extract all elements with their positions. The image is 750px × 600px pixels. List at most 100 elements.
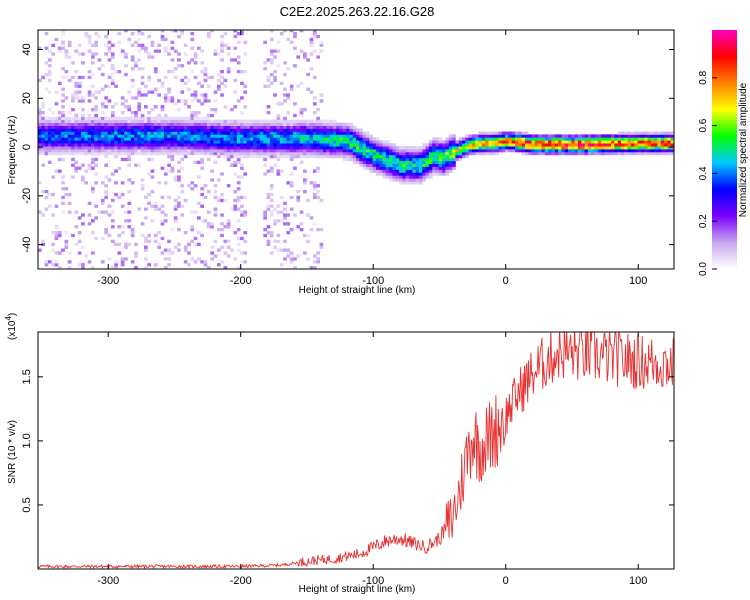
spectrogram-cell: [289, 125, 294, 129]
spectrogram-cell: [276, 154, 281, 159]
spectrogram-cell: [452, 166, 456, 170]
spectrogram-cell: [130, 137, 135, 141]
spectrogram-cell: [283, 213, 287, 217]
spectrogram-cell: [190, 181, 195, 185]
spectrogram-cell: [177, 228, 181, 232]
spectrogram-cell: [57, 266, 62, 269]
spectrogram-cell: [203, 260, 208, 264]
spectrogram-cell: [213, 254, 218, 258]
spectrogram-cell: [409, 178, 413, 182]
spectrogram-cell: [352, 151, 357, 156]
spectrogram-cell: [233, 134, 238, 138]
spectrogram-cell: [250, 143, 254, 147]
spectrogram-cell: [266, 75, 271, 80]
spectrogram-cell: [193, 125, 198, 129]
spectrogram-cell: [312, 254, 317, 258]
spectrogram-cell: [233, 154, 238, 159]
spectrogram-cell: [120, 119, 125, 123]
spectrogram-cell: [38, 116, 42, 121]
spectrogram-cell: [213, 119, 218, 123]
spectrogram-cell: [104, 119, 108, 123]
spectrogram-cell: [67, 128, 72, 132]
spectrogram-cell: [91, 134, 95, 138]
spectrogram-cell: [180, 184, 185, 188]
spectrogram-cell: [452, 157, 456, 162]
spectrogram-cell: [399, 154, 403, 159]
spectrogram-cell: [657, 149, 662, 153]
spectrogram-cell: [306, 257, 310, 261]
spectrogram-cell: [124, 125, 128, 129]
spectrogram-cell: [240, 70, 244, 74]
spectrogram-cell: [293, 32, 297, 36]
spectrogram-cell: [369, 151, 373, 156]
spectrogram-cell: [568, 134, 572, 138]
spectrogram-cell: [54, 260, 59, 264]
spectrogram-cell: [223, 251, 228, 255]
spectrogram-cell: [91, 149, 95, 153]
spectrogram-cell: [150, 146, 155, 150]
spectrogram-cell: [81, 99, 85, 103]
spectrogram-cell: [428, 151, 433, 156]
spectrogram-cell: [170, 119, 175, 123]
spectrogram-cell: [293, 146, 297, 150]
spectrogram-cell: [621, 146, 625, 150]
spectrogram-cell: [312, 122, 317, 126]
spectrogram-cell: [77, 52, 82, 56]
spectrogram-cell: [664, 134, 668, 138]
spectrogram-cell: [44, 116, 49, 121]
spectrogram-cell: [395, 166, 400, 170]
spectrogram-cell: [230, 163, 234, 167]
spectrogram-cell: [551, 140, 556, 144]
spectrogram-cell: [220, 122, 224, 126]
spectrogram-cell: [303, 154, 307, 159]
snr-series-line: [38, 332, 674, 569]
spectrogram-cell: [243, 84, 248, 88]
spectrogram-cell: [365, 151, 370, 156]
spectrogram-cell: [210, 169, 214, 173]
spectrogram-cell: [263, 125, 267, 129]
spectrogram-cell: [120, 260, 125, 264]
spectrogram-cell: [647, 131, 652, 135]
spectrogram-cell: [577, 140, 582, 144]
spectrogram-cell: [372, 143, 377, 147]
spectrogram-cell: [94, 204, 98, 208]
spectrogram-cell: [77, 231, 82, 235]
spectrogram-cell: [312, 75, 317, 80]
spectrogram-cell: [81, 134, 85, 138]
spectrogram-cell: [144, 146, 148, 150]
spectrogram-cell: [213, 239, 218, 243]
spectrogram-cell: [117, 122, 122, 126]
spectrogram-cell: [558, 149, 562, 153]
spectrogram-cell: [359, 137, 363, 141]
spectrogram-cell: [236, 99, 241, 103]
spectrogram-cell: [594, 134, 599, 138]
spectrogram-cell: [372, 163, 377, 167]
spectrogram-cell: [177, 201, 181, 205]
spectrogram-cell: [200, 128, 204, 132]
spectrogram-cell: [87, 34, 92, 39]
spectrogram-cell: [369, 166, 373, 170]
spectrogram-cell: [462, 151, 466, 156]
spectrogram-cell: [346, 128, 350, 132]
spectrogram-cell: [279, 146, 284, 150]
spectrogram-cell: [667, 149, 672, 153]
spectrogram-cell: [94, 105, 98, 109]
spectrogram-cell: [97, 128, 102, 132]
spectrogram-cell: [100, 122, 105, 126]
spectrogram-cell: [521, 143, 526, 147]
spectrogram-cell: [210, 222, 214, 226]
spectrogram-cell: [153, 201, 158, 205]
spectrogram-cell: [558, 137, 562, 141]
spectrogram-cell: [491, 131, 496, 135]
spectrogram-cell: [266, 78, 271, 83]
spectrogram-cell: [269, 204, 274, 208]
spectrogram-cell: [259, 151, 264, 156]
spectrogram-cell: [157, 242, 161, 246]
spectrogram-cell: [428, 146, 433, 150]
spectrogram-cell: [654, 140, 658, 144]
spectrogram-cell: [299, 151, 304, 156]
spectrogram-cell: [465, 154, 469, 159]
spectrogram-cell: [521, 137, 526, 141]
spectrogram-cell: [289, 140, 294, 144]
spectrogram-cell: [147, 128, 151, 132]
